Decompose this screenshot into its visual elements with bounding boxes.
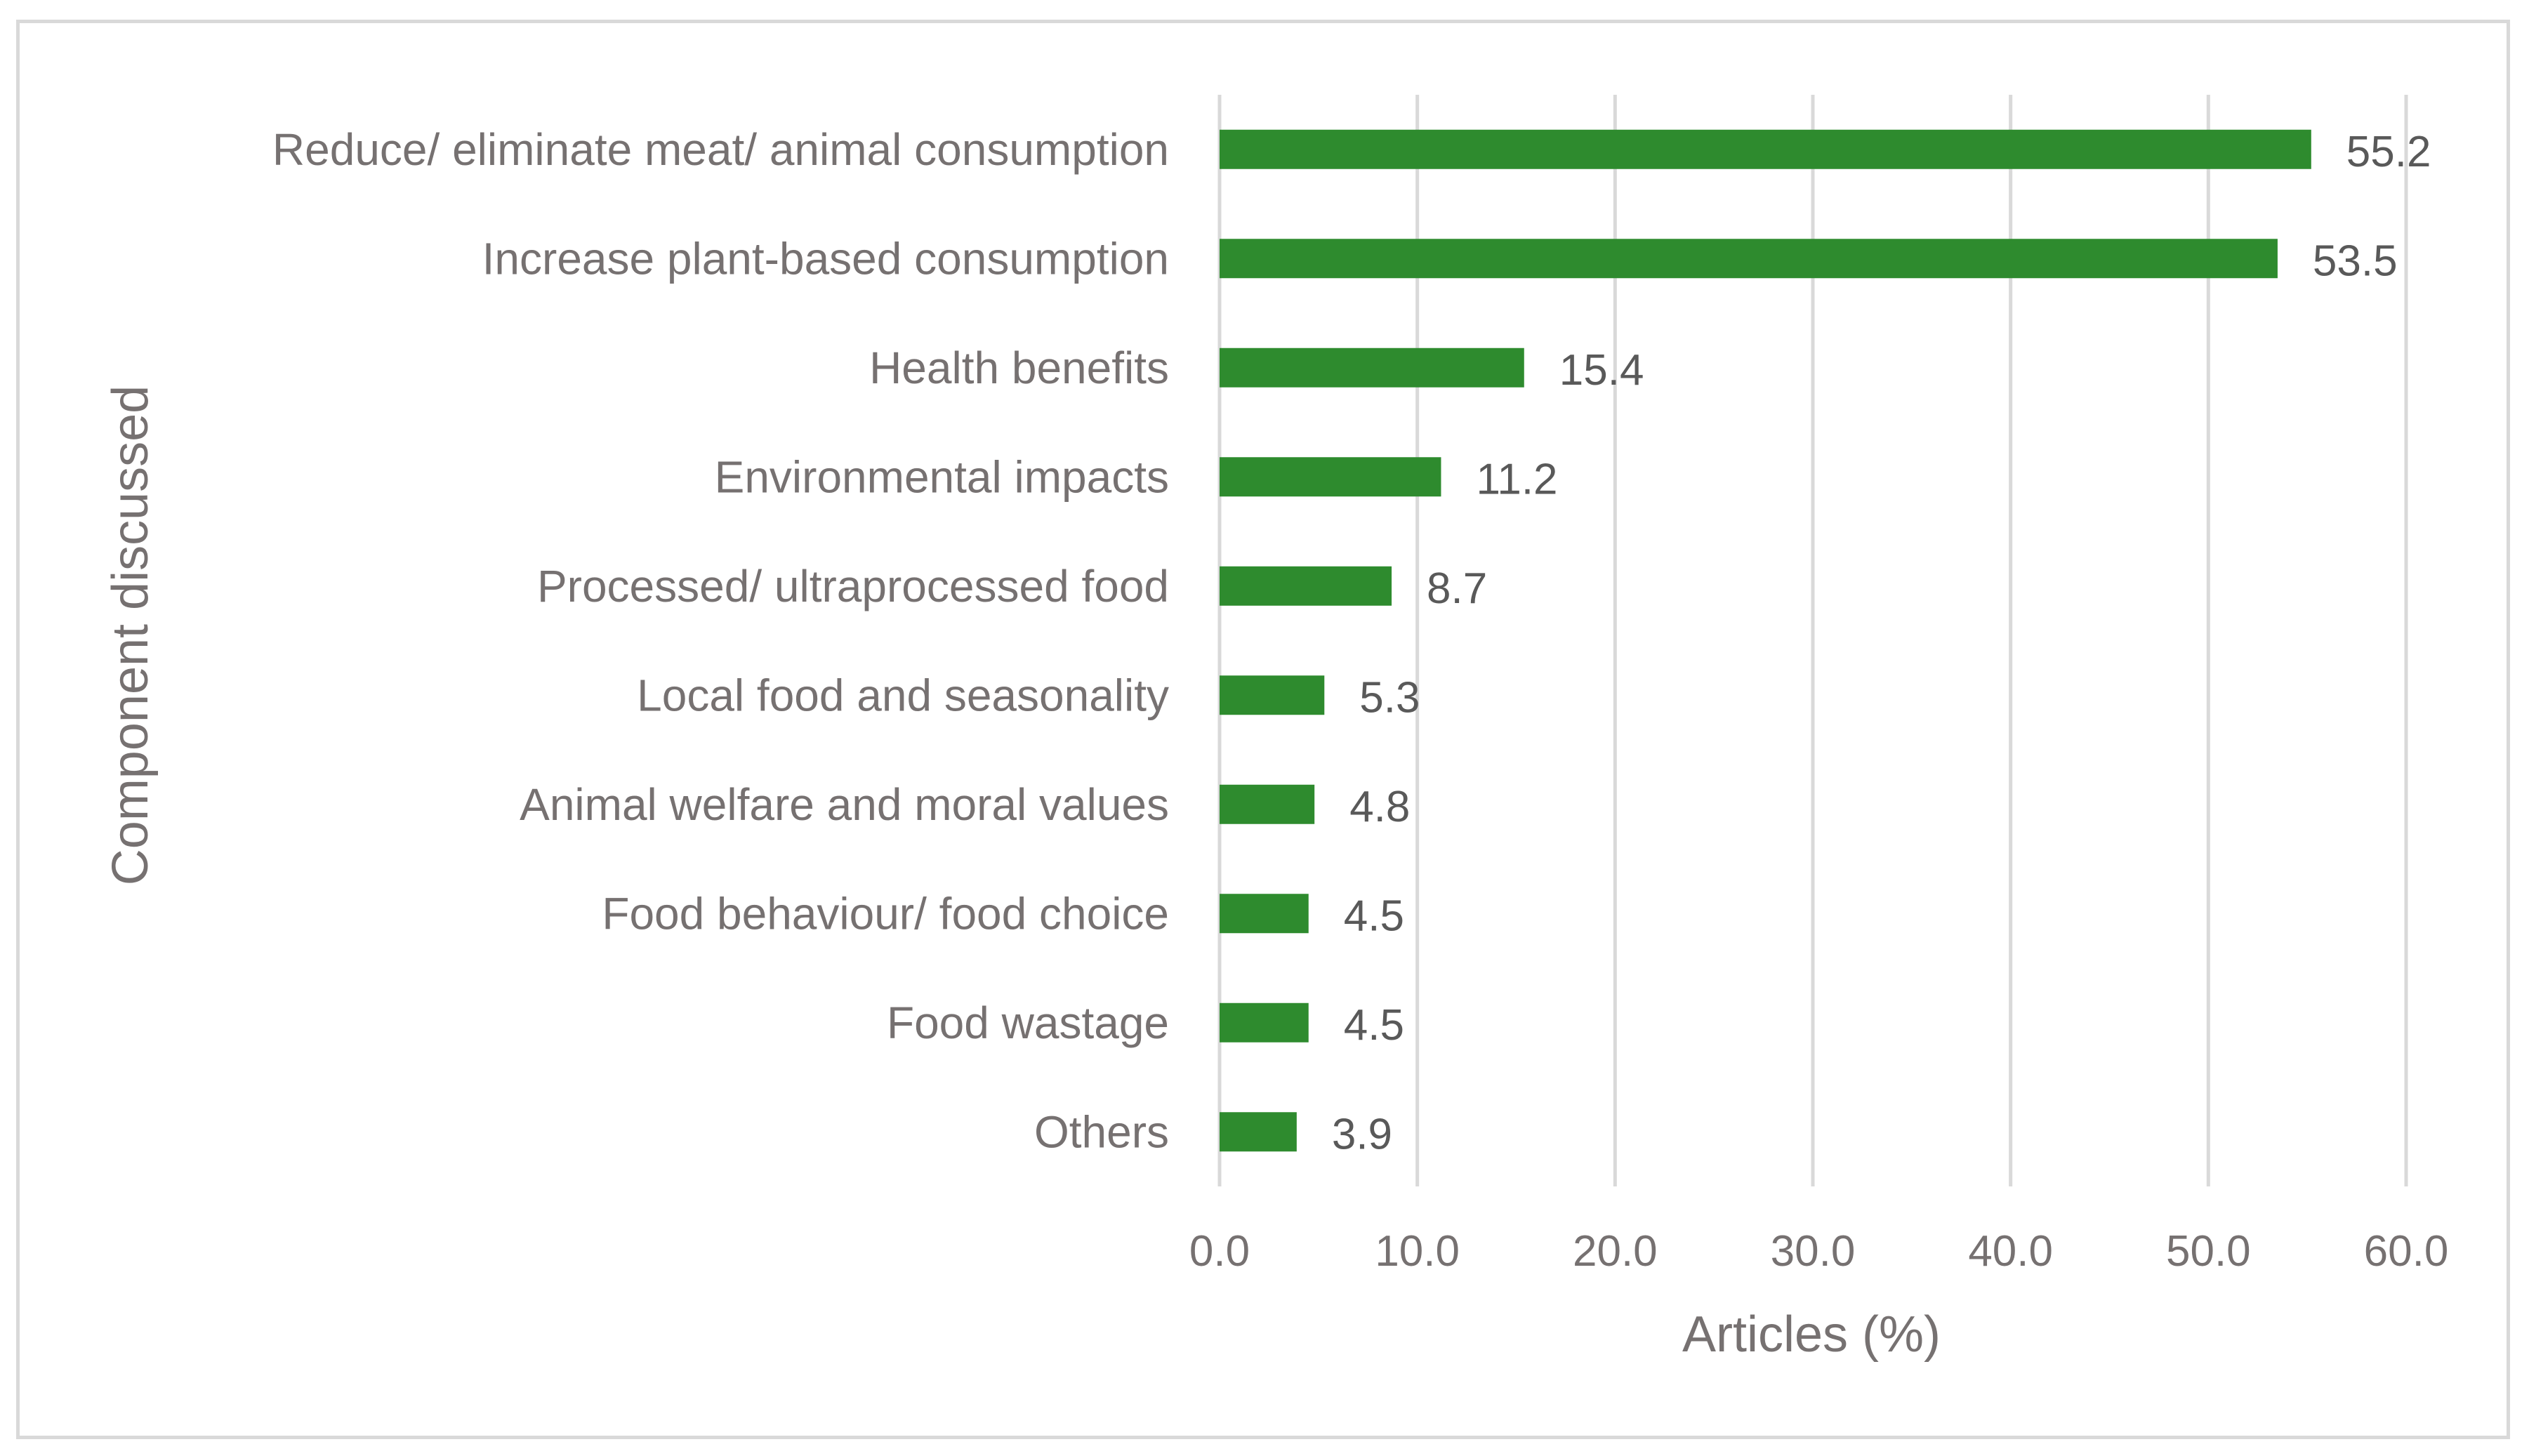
data-label: 4.8 (1349, 783, 1410, 831)
category-label: Health benefits (869, 343, 1169, 393)
x-tick-label: 40.0 (1968, 1227, 2053, 1276)
data-label: 55.2 (2346, 128, 2431, 176)
category-label: Environmental impacts (715, 451, 1169, 502)
x-tick-label: 20.0 (1573, 1227, 1658, 1276)
bar (1220, 784, 1315, 824)
data-label: 11.2 (1476, 455, 1557, 503)
data-label: 53.5 (2313, 237, 2398, 285)
bar (1220, 457, 1441, 497)
data-label: 4.5 (1344, 1001, 1404, 1050)
bar (1220, 348, 1524, 388)
bar (1220, 675, 1325, 715)
x-axis-title: Articles (%) (1682, 1306, 1941, 1363)
data-label: 8.7 (1427, 564, 1487, 613)
bar (1220, 129, 2311, 169)
data-label: 4.5 (1344, 892, 1404, 940)
category-label: Processed/ ultraprocessed food (537, 561, 1169, 611)
category-label: Food wastage (887, 998, 1169, 1048)
x-tick-labels: 0.0 10.0 20.0 30.0 40.0 50.0 60.0 (1189, 1227, 2448, 1276)
bar (1220, 239, 2278, 279)
category-label: Animal welfare and moral values (520, 779, 1169, 830)
bar (1220, 1112, 1297, 1152)
category-labels: Reduce/ eliminate meat/ animal consumpti… (272, 124, 1169, 1158)
data-label: 5.3 (1359, 673, 1420, 722)
bars (1220, 129, 2311, 1152)
x-tick-label: 10.0 (1375, 1227, 1460, 1276)
category-label: Others (1034, 1106, 1169, 1157)
y-axis-title: Component discussed (103, 385, 159, 885)
data-labels: 55.2 53.5 15.4 11.2 8.7 5.3 4.8 4.5 4.5 3.9 (1332, 128, 2431, 1159)
bar (1220, 894, 1309, 934)
data-label: 3.9 (1332, 1110, 1392, 1158)
category-label: Reduce/ eliminate meat/ animal consumpti… (272, 124, 1169, 175)
bar (1220, 566, 1392, 606)
x-tick-label: 50.0 (2166, 1227, 2251, 1276)
category-label: Increase plant-based consumption (482, 233, 1169, 284)
data-label: 15.4 (1559, 346, 1644, 395)
x-tick-label: 0.0 (1189, 1227, 1250, 1276)
category-label: Local food and seasonality (637, 670, 1169, 720)
x-tick-label: 30.0 (1771, 1227, 1856, 1276)
category-label: Food behaviour/ food choice (602, 888, 1169, 939)
bar (1220, 1002, 1309, 1043)
x-tick-label: 60.0 (2364, 1227, 2449, 1276)
